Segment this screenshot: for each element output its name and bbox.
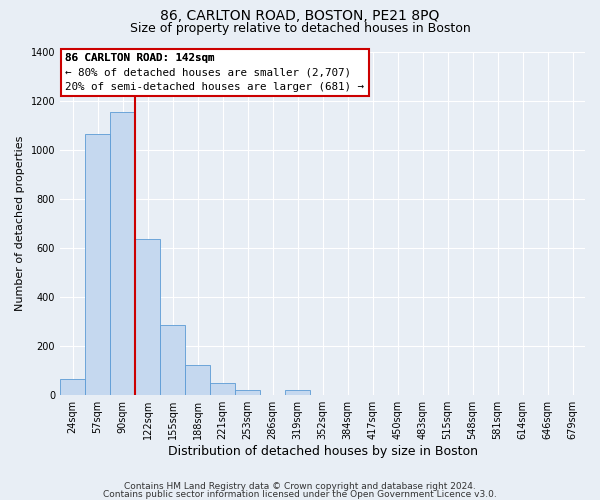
Text: 86 CARLTON ROAD: 142sqm
← 80% of detached houses are smaller (2,707)
20% of semi: 86 CARLTON ROAD: 142sqm ← 80% of detache… bbox=[65, 53, 364, 92]
Bar bbox=[135, 239, 160, 394]
Bar bbox=[285, 390, 310, 394]
Text: 86 CARLTON ROAD: 142sqm: 86 CARLTON ROAD: 142sqm bbox=[65, 53, 215, 63]
Bar bbox=[160, 325, 185, 394]
Bar bbox=[185, 366, 210, 394]
Text: 86, CARLTON ROAD, BOSTON, PE21 8PQ: 86, CARLTON ROAD, BOSTON, PE21 8PQ bbox=[160, 9, 440, 23]
Bar bbox=[235, 390, 260, 394]
Y-axis label: Number of detached properties: Number of detached properties bbox=[15, 136, 25, 311]
Text: Contains HM Land Registry data © Crown copyright and database right 2024.: Contains HM Land Registry data © Crown c… bbox=[124, 482, 476, 491]
Text: Contains public sector information licensed under the Open Government Licence v3: Contains public sector information licen… bbox=[103, 490, 497, 499]
Bar bbox=[85, 134, 110, 394]
Bar bbox=[210, 383, 235, 394]
Text: Size of property relative to detached houses in Boston: Size of property relative to detached ho… bbox=[130, 22, 470, 35]
Bar bbox=[110, 112, 135, 395]
X-axis label: Distribution of detached houses by size in Boston: Distribution of detached houses by size … bbox=[167, 444, 478, 458]
Bar bbox=[60, 379, 85, 394]
